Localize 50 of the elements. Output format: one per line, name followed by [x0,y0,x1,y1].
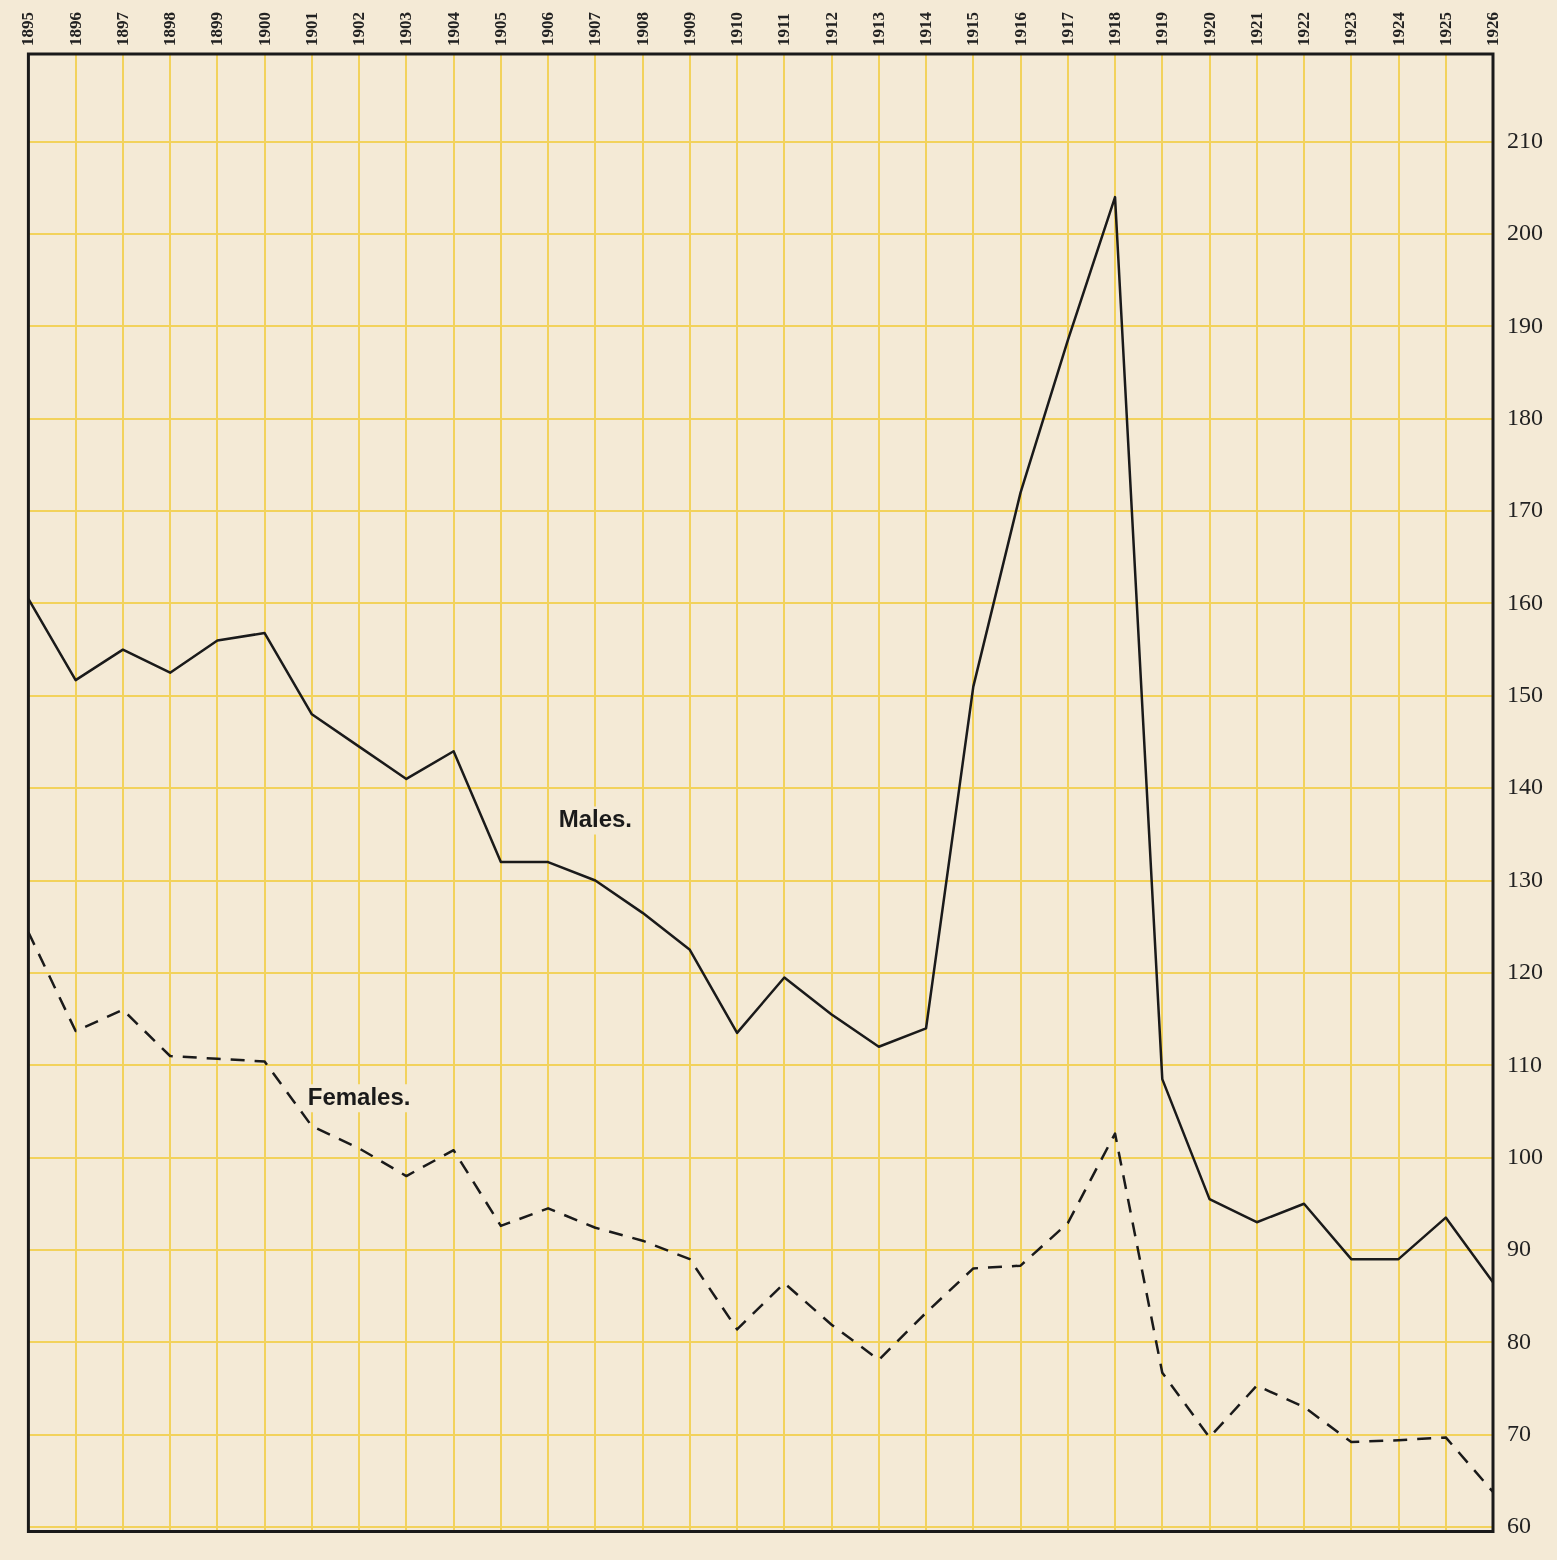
y-tick-label: 90 [1507,1235,1531,1262]
x-tick-label: 1906 [538,12,558,46]
x-tick-label: 1917 [1057,11,1077,46]
x-tick-label: 1901 [301,12,321,46]
x-tick-label: 1912 [821,12,841,46]
x-tick-label: 1899 [207,12,227,46]
x-tick-label: 1898 [160,12,180,46]
x-tick-label: 1923 [1341,12,1361,46]
x-tick-label: 1914 [916,11,936,46]
x-tick-label: 1921 [1246,12,1266,46]
y-tick-label: 70 [1507,1419,1531,1446]
y-tick-label: 130 [1507,865,1543,892]
x-tick-label: 1897 [112,11,132,46]
y-tick-label: 60 [1507,1512,1531,1539]
y-tick-label: 160 [1507,588,1543,615]
series-label: Females. [307,1082,411,1110]
y-tick-label: 190 [1507,311,1543,338]
x-tick-label: 1922 [1294,12,1314,46]
x-tick-label: 1916 [1010,12,1030,46]
x-tick-label: 1909 [679,12,699,46]
x-tick-label: 1924 [1388,11,1408,46]
x-tick-label: 1907 [585,11,605,46]
x-tick-label: 1910 [727,12,747,46]
x-tick-label: 1896 [65,12,85,46]
x-tick-label: 1902 [349,12,369,46]
x-tick-label: 1905 [490,12,510,46]
y-tick-label: 110 [1507,1050,1543,1077]
x-tick-label: 1900 [254,12,274,46]
x-tick-label: 1919 [1152,12,1172,46]
y-tick-label: 180 [1507,404,1543,431]
y-tick-label: 100 [1507,1142,1543,1169]
series-label: Males. [558,805,633,833]
y-tick-label: 120 [1507,958,1543,985]
x-tick-label: 1913 [868,12,888,46]
y-tick-label: 200 [1507,219,1543,246]
x-tick-label: 1918 [1105,12,1125,46]
x-tick-label: 1920 [1199,12,1219,46]
y-tick-label: 80 [1507,1327,1531,1354]
x-tick-label: 1895 [18,12,38,46]
x-tick-label: 1911 [774,12,794,46]
x-tick-label: 1915 [963,12,983,46]
y-tick-label: 210 [1507,127,1543,154]
y-tick-label: 140 [1507,773,1543,800]
x-tick-label: 1903 [396,12,416,46]
x-tick-label: 1926 [1482,12,1502,46]
x-tick-label: 1925 [1435,12,1455,46]
x-tick-label: 1908 [632,12,652,46]
x-tick-label: 1904 [443,11,463,46]
y-tick-label: 150 [1507,681,1543,708]
y-tick-label: 170 [1507,496,1543,523]
